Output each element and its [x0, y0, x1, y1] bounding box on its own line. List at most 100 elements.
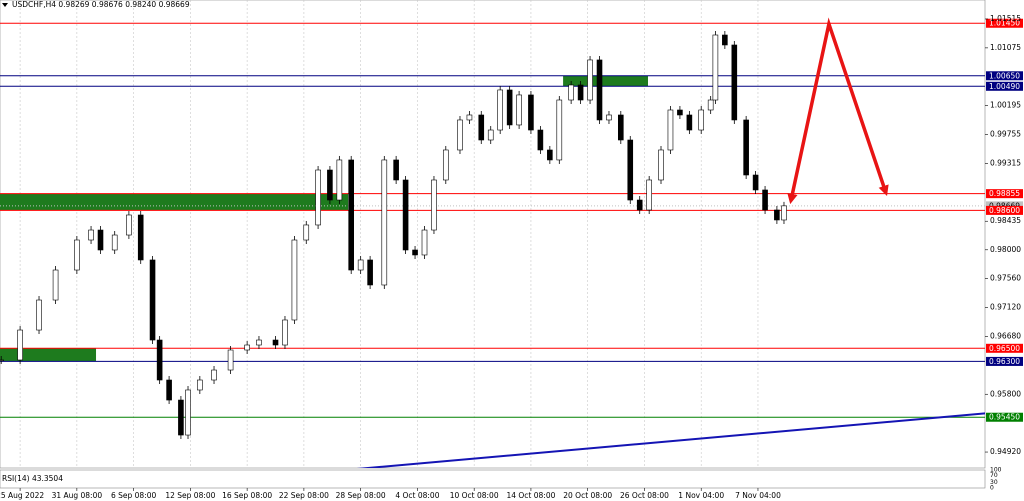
candle-body: [291, 239, 298, 321]
level-tag: [986, 81, 1023, 91]
candle-body: [421, 229, 428, 256]
level-tag: [986, 412, 1023, 422]
rsi-tick-label: 100: [990, 467, 1002, 474]
x-tick-label: 4 Oct 08:00: [395, 491, 439, 500]
candle-body: [36, 299, 42, 331]
level-tag: [986, 18, 1023, 28]
rsi-label: RSI(14) 43.3504: [2, 474, 63, 483]
level-label: 0.98669: [989, 201, 1020, 210]
trend-line: [356, 412, 985, 468]
candle-body: [506, 89, 513, 126]
candle-body: [357, 259, 364, 271]
candle-body: [556, 99, 563, 161]
candle-body: [178, 399, 184, 436]
candle-body: [227, 349, 234, 371]
y-tick-label: 0.95800: [990, 389, 1021, 398]
candle-body: [731, 44, 738, 121]
y-tick-label: 0.99755: [990, 130, 1021, 139]
menu-triangle: [2, 3, 8, 7]
candle-body: [774, 209, 780, 221]
x-tick-label: 16 Sep 08:00: [222, 491, 272, 500]
zone: [0, 193, 349, 211]
y-tick-label: 0.97560: [990, 274, 1021, 283]
candle-body: [211, 369, 217, 381]
candle-body: [617, 114, 624, 141]
level-tag: [986, 71, 1023, 81]
candle-body: [627, 139, 634, 201]
candle-body: [0, 359, 4, 362]
level-label: 1.01450: [989, 19, 1020, 28]
candle-body: [762, 189, 768, 211]
axes: 1.01515 1.01075 1.00195 0.99755 0.99315 0.984…: [0, 14, 1021, 500]
level-label: 0.96300: [989, 357, 1020, 366]
candle-body: [646, 179, 652, 211]
candle-body: [197, 379, 203, 391]
candle-body: [52, 269, 59, 301]
y-tick-label: 0.98435: [990, 216, 1021, 225]
candle-body: [497, 89, 503, 131]
candle-body: [677, 109, 683, 116]
level-label: 1.00490: [989, 82, 1020, 91]
candle-body: [185, 389, 191, 436]
y-tick-label: 1.01075: [990, 43, 1021, 52]
candle-body: [752, 174, 759, 191]
level-tag: [986, 201, 1023, 211]
x-tick-label: 6 Sep 08:00: [111, 491, 157, 500]
candle-body: [712, 34, 719, 101]
candle-body: [596, 59, 603, 121]
candle-body: [402, 179, 409, 251]
x-tick-label: 26 Oct 08:00: [620, 491, 669, 500]
candle-body: [412, 249, 418, 256]
candle-body: [686, 114, 693, 131]
y-tick-label: 0.96680: [990, 331, 1021, 340]
rsi-panel: [0, 469, 986, 489]
candle-body: [97, 229, 104, 251]
arrow: [787, 17, 889, 205]
zone: [0, 348, 97, 362]
x-tick-label: 10 Oct 08:00: [450, 491, 499, 500]
x-tick-label: 22 Sep 08:00: [279, 491, 329, 500]
candle-body: [547, 149, 553, 161]
y-tick-label: 1.00195: [990, 101, 1021, 110]
candle-body: [327, 169, 333, 201]
candle-body: [336, 159, 343, 201]
level-label: 0.98855: [989, 189, 1020, 198]
candle-body: [256, 339, 262, 346]
candle-body: [166, 379, 172, 401]
y-tick-label: 0.94920: [990, 447, 1021, 456]
candle-body: [466, 114, 473, 121]
candle-body: [457, 119, 463, 151]
candle-body: [149, 259, 156, 341]
candle-body: [442, 149, 449, 181]
candle-body: [743, 119, 749, 176]
rsi-tick-label: 70: [990, 472, 998, 479]
level-label: 0.96500: [989, 344, 1020, 353]
level-tag: [986, 356, 1023, 366]
x-tick-label: 31 Aug 08:00: [52, 491, 103, 500]
y-tick-label: 0.99315: [990, 158, 1021, 167]
candle-body: [478, 114, 485, 141]
x-tick-label: 1 Nov 04:00: [678, 491, 724, 500]
candle-body: [722, 34, 728, 46]
chart-title: USDCHF,H4 0.98269 0.98676 0.98240 0.9866…: [12, 0, 190, 9]
candle-body: [272, 339, 279, 346]
candle-body: [74, 239, 80, 271]
x-tick-label: 28 Sep 08:00: [336, 491, 386, 500]
candle-body: [17, 329, 23, 361]
level-label: 1.00650: [989, 71, 1020, 80]
rsi-tick-label: 30: [990, 479, 998, 486]
y-tick-label: 0.97120: [990, 303, 1021, 312]
level-tag: [986, 205, 1023, 215]
candle-body: [315, 169, 321, 226]
x-tick-label: 12 Sep 08:00: [165, 491, 215, 500]
candle-body: [381, 159, 388, 286]
candle-body: [707, 99, 714, 111]
candle-body: [111, 234, 118, 251]
level-tag: [986, 343, 1023, 353]
candle-body: [667, 109, 674, 151]
candle-body: [393, 159, 399, 181]
candle-body: [282, 319, 288, 346]
candle-body: [88, 229, 94, 241]
level-label: 0.95450: [989, 413, 1020, 422]
x-tick-label: 14 Oct 08:00: [506, 491, 555, 500]
